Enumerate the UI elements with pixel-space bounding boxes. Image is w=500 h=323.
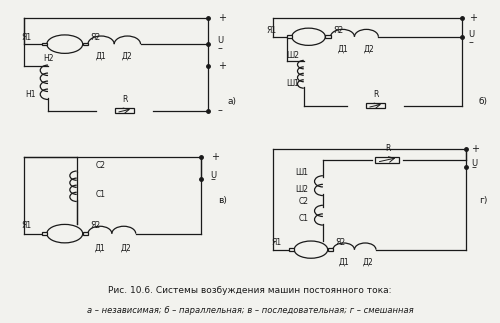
Text: а – независимая; б – параллельная; в – последовательная; г – смешанная: а – независимая; б – параллельная; в – п… (86, 306, 413, 315)
Bar (82, 43, 88, 46)
Text: Я2: Я2 (333, 26, 343, 35)
Bar (326, 36, 330, 38)
Text: Я1: Я1 (22, 221, 32, 230)
Bar (376, 157, 400, 162)
Bar (366, 103, 385, 108)
Text: R: R (122, 95, 127, 104)
Text: Рис. 10.6. Системы возбуждения машин постоянного тока:: Рис. 10.6. Системы возбуждения машин пос… (108, 286, 392, 295)
Text: Д2: Д2 (122, 52, 133, 61)
Text: U: U (218, 36, 224, 45)
Text: Н2: Н2 (43, 54, 54, 63)
Bar (115, 108, 134, 113)
Text: б): б) (479, 98, 488, 107)
Text: U: U (210, 171, 216, 180)
Text: +: + (468, 13, 476, 23)
Bar (82, 232, 88, 235)
Text: Д2: Д2 (121, 244, 132, 253)
Text: R: R (373, 90, 378, 99)
Text: Я1: Я1 (267, 26, 277, 35)
Text: –: – (471, 162, 476, 172)
Text: +: + (218, 13, 226, 23)
Text: Я1: Я1 (22, 34, 32, 43)
Text: Д1: Д1 (94, 244, 106, 253)
Text: +: + (471, 144, 479, 154)
Text: Д2: Д2 (364, 45, 374, 54)
Text: Ш1: Ш1 (286, 79, 299, 88)
Bar (328, 248, 333, 251)
Text: –: – (210, 174, 216, 184)
Bar (42, 232, 47, 235)
Text: а): а) (228, 98, 237, 107)
Text: Я2: Я2 (90, 221, 101, 230)
Text: Ш2: Ш2 (296, 185, 308, 194)
Text: –: – (218, 43, 222, 53)
Text: –: – (468, 37, 473, 47)
Text: Д2: Д2 (362, 257, 373, 266)
Bar (286, 36, 292, 38)
Text: U: U (471, 159, 477, 168)
Text: г): г) (480, 196, 488, 205)
Text: Д1: Д1 (96, 52, 106, 61)
Text: +: + (210, 152, 218, 162)
Text: Я2: Я2 (90, 34, 101, 43)
Bar (289, 248, 294, 251)
Text: С2: С2 (96, 162, 106, 171)
Text: Д1: Д1 (337, 45, 348, 54)
Text: Ш2: Ш2 (286, 51, 299, 60)
Text: С2: С2 (298, 197, 308, 206)
Text: Д1: Д1 (338, 257, 349, 266)
Bar (42, 43, 47, 46)
Text: U: U (468, 30, 475, 39)
Text: С1: С1 (298, 214, 308, 224)
Text: Ш1: Ш1 (296, 168, 308, 177)
Text: в): в) (218, 196, 228, 205)
Text: R: R (385, 144, 390, 153)
Text: –: – (218, 106, 222, 116)
Text: Я1: Я1 (272, 238, 282, 247)
Text: Я2: Я2 (336, 238, 345, 247)
Text: +: + (218, 61, 226, 71)
Text: С1: С1 (96, 190, 106, 199)
Text: Н1: Н1 (26, 90, 36, 99)
